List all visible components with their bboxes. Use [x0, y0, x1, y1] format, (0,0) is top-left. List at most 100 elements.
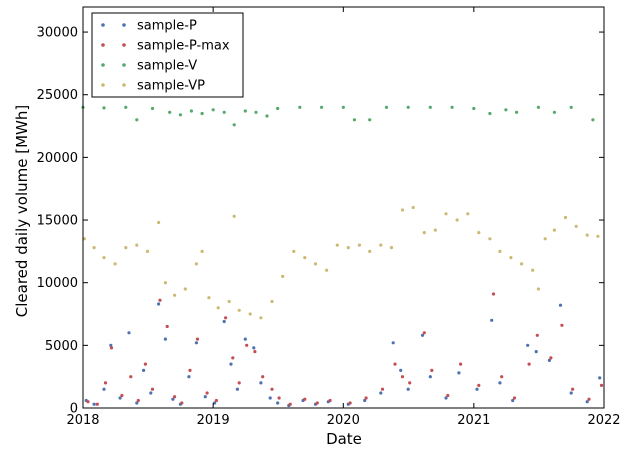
data-point: [587, 397, 591, 401]
data-point: [422, 331, 426, 335]
data-point: [475, 387, 479, 391]
data-point: [270, 299, 274, 304]
x-tick-label: 2018: [66, 413, 99, 428]
data-point: [214, 398, 218, 403]
data-point: [430, 368, 434, 372]
data-point: [303, 256, 307, 260]
y-tick-label: 30000: [37, 26, 78, 41]
data-point: [277, 396, 281, 400]
data-point: [491, 292, 496, 296]
data-point: [102, 256, 106, 260]
data-point: [203, 395, 207, 399]
data-point: [129, 375, 133, 379]
data-point: [231, 356, 235, 360]
y-axis: 0 5000 10000 15000 20000 25000 30000: [37, 26, 604, 417]
data-point: [422, 231, 426, 235]
data-point: [500, 375, 504, 379]
x-tick-label: 2022: [587, 413, 620, 428]
data-point: [591, 118, 595, 122]
data-point: [120, 393, 124, 398]
data-point: [288, 402, 292, 406]
data-point: [189, 109, 193, 113]
data-point: [265, 114, 269, 118]
data-point: [163, 281, 167, 285]
data-point: [560, 323, 564, 327]
x-tick-label: 2019: [197, 413, 230, 428]
data-point: [243, 109, 247, 113]
data-point: [216, 306, 220, 310]
data-point: [346, 246, 350, 250]
legend-marker: [101, 43, 105, 47]
data-point: [232, 214, 236, 218]
data-point: [157, 220, 161, 225]
data-point: [363, 398, 367, 403]
data-point: [444, 212, 448, 216]
data-point: [200, 111, 204, 116]
data-point: [563, 215, 568, 220]
data-point: [168, 110, 172, 114]
data-point: [259, 316, 263, 320]
data-point: [477, 231, 481, 235]
data-point: [124, 246, 128, 250]
data-point: [408, 381, 412, 385]
y-axis-label: Cleared daily volume [MWh]: [13, 105, 31, 317]
data-point: [428, 105, 432, 109]
data-point: [143, 362, 147, 366]
data-point: [237, 308, 241, 312]
data-point: [313, 262, 318, 266]
data-point: [194, 262, 198, 266]
data-point: [165, 324, 169, 329]
data-point: [569, 391, 573, 395]
data-point: [243, 337, 247, 341]
data-point: [536, 105, 541, 109]
plot-area: [81, 105, 604, 408]
data-point: [180, 401, 184, 405]
data-point: [232, 123, 236, 127]
data-point: [163, 337, 167, 341]
data-point: [268, 396, 272, 400]
data-point: [466, 212, 470, 216]
data-point: [352, 118, 356, 122]
data-point: [368, 118, 372, 122]
data-point: [276, 401, 280, 405]
data-point: [211, 108, 215, 112]
data-point: [420, 333, 425, 337]
data-point: [379, 243, 383, 247]
data-point: [511, 398, 515, 403]
data-point: [254, 110, 258, 114]
data-point: [109, 346, 114, 350]
data-point: [237, 381, 241, 385]
data-point: [459, 362, 463, 366]
data-point: [224, 316, 228, 320]
data-point: [325, 268, 329, 272]
y-tick-label: 15000: [37, 214, 78, 229]
x-axis-label: Date: [326, 430, 362, 448]
data-point: [531, 268, 535, 272]
data-point: [281, 274, 285, 278]
data-point: [259, 381, 263, 385]
data-point: [145, 249, 150, 253]
data-point: [113, 262, 117, 266]
data-point: [276, 106, 280, 111]
data-point: [103, 381, 108, 385]
data-point: [178, 113, 182, 117]
data-point: [512, 396, 517, 400]
data-point: [136, 398, 140, 403]
data-point: [188, 368, 192, 372]
x-axis: 2018 2019 2020 2021 2022: [66, 7, 621, 428]
data-point: [457, 371, 461, 375]
legend-marker: [122, 83, 126, 87]
y-tick-label: 0: [70, 402, 78, 417]
series-sample-P-max: [86, 292, 604, 406]
data-point: [450, 105, 454, 109]
data-point: [411, 205, 415, 210]
data-point: [596, 234, 600, 238]
data-point: [135, 243, 139, 247]
legend-marker: [122, 63, 126, 67]
data-point: [235, 387, 239, 391]
data-point: [552, 228, 557, 232]
data-point: [320, 105, 324, 109]
y-tick-label: 25000: [37, 88, 78, 103]
data-point: [472, 106, 476, 111]
